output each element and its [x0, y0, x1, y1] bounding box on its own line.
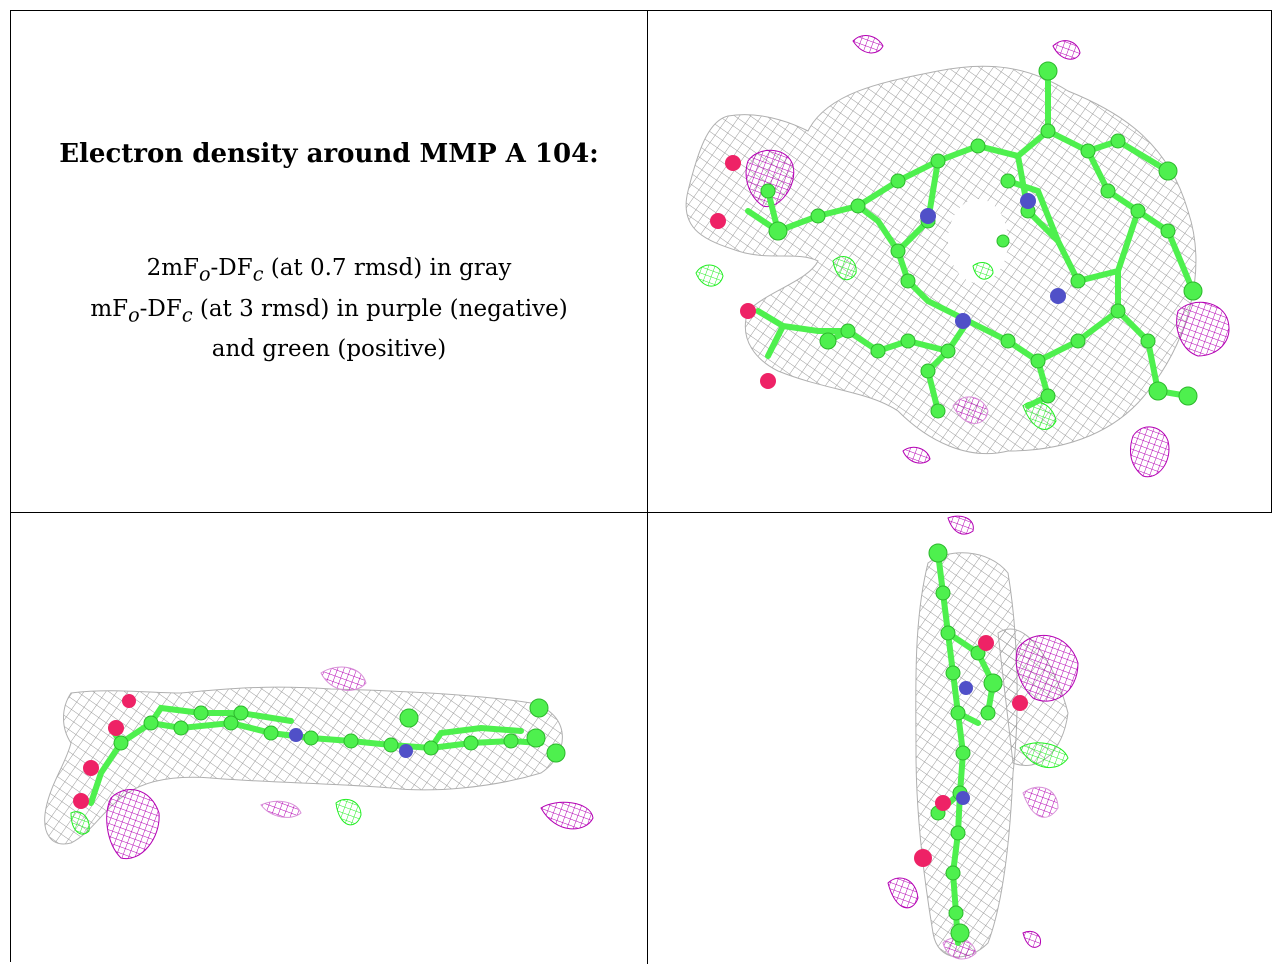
caption-cell: Electron density around MMP A 104: 2mFo-… — [11, 11, 647, 512]
negative-density-blob — [852, 35, 884, 54]
negative-density-blob — [952, 396, 989, 424]
legend-green-line: and green (positive) — [211, 336, 447, 363]
positive-density-blob — [832, 256, 857, 281]
negative-density-blob — [106, 789, 160, 860]
figure-title: Electron density around MMP A 104: — [59, 139, 599, 169]
carbon-atoms — [760, 61, 1203, 419]
positive-density-blob — [70, 811, 90, 835]
top-view-render — [685, 35, 1230, 478]
nitrogen-atoms — [289, 728, 413, 758]
negative-density-blob — [1052, 40, 1081, 60]
edge-view-render — [887, 515, 1079, 960]
negative-density-blob — [1130, 426, 1170, 478]
positive-density-blob — [1019, 742, 1069, 769]
negative-density-blob — [1022, 786, 1059, 818]
oxygen-atoms — [914, 635, 1028, 867]
negative-density-blob — [320, 666, 367, 691]
figure-grid — [10, 10, 1272, 962]
negative-density-blob — [1022, 930, 1042, 948]
gray-density-mesh — [685, 65, 1197, 455]
negative-density-blob — [540, 801, 594, 830]
grid-border-right — [1271, 10, 1272, 512]
negative-density-blob — [745, 149, 795, 208]
negative-density-blob — [887, 877, 919, 909]
oxygen-atoms — [710, 155, 776, 389]
grid-divider-horizontal — [10, 512, 1272, 513]
center-hole — [948, 199, 1008, 283]
negative-density-blob — [902, 446, 931, 464]
negative-density-blob — [947, 515, 974, 535]
legend-gray-line: 2mFo-DFc (at 0.7 rmsd) in gray — [146, 255, 512, 286]
positive-density-blob — [972, 262, 994, 280]
top-view-panel — [648, 11, 1272, 512]
positive-density-blob — [695, 264, 724, 287]
side-view-render — [44, 666, 594, 860]
negative-density-blob — [1015, 634, 1079, 702]
nitrogen-atoms — [956, 681, 973, 805]
grid-divider-vertical — [647, 10, 648, 964]
nitrogen-atoms — [920, 193, 1066, 329]
carbon-atoms — [113, 698, 566, 763]
oxygen-atoms — [73, 694, 136, 809]
side-view-panel — [11, 513, 647, 964]
edge-view-panel — [648, 513, 1272, 964]
positive-density-blob — [335, 799, 362, 826]
negative-density-blob — [1176, 301, 1230, 357]
legend-purple-line: mFo-DFc (at 3 rmsd) in purple (negative) — [90, 295, 568, 327]
carbon-atoms — [928, 543, 1003, 943]
figure-description: 2mFo-DFc (at 0.7 rmsd) in gray mFo-DFc (… — [11, 251, 647, 366]
negative-density-blob — [260, 800, 302, 818]
